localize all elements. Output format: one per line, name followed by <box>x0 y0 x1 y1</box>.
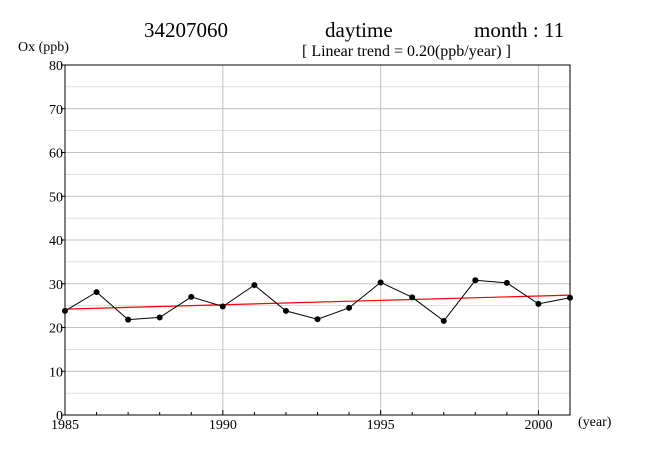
x-tick-label: 1995 <box>367 418 395 433</box>
x-tick-label: 1990 <box>209 418 237 433</box>
data-point <box>567 294 573 301</box>
y-tick-label: 20 <box>49 322 63 337</box>
data-point <box>156 314 163 321</box>
data-point <box>93 289 100 296</box>
x-tick-label: 1985 <box>51 418 79 433</box>
data-point <box>251 282 258 289</box>
trend-line <box>64 294 571 310</box>
series-layer <box>62 277 573 324</box>
data-point <box>62 307 68 314</box>
data-point <box>535 300 542 307</box>
trend-label: [ Linear trend = 0.20(ppb/year) ] <box>302 43 511 60</box>
trend-layer <box>64 294 571 310</box>
data-point <box>440 317 447 324</box>
y-tick-label: 60 <box>49 147 63 162</box>
data-point <box>282 307 289 314</box>
month-label: month : 11 <box>474 18 565 42</box>
data-point <box>219 303 226 310</box>
y-tick-label: 70 <box>49 103 63 118</box>
data-point <box>472 277 479 284</box>
y-tick-label: 30 <box>49 278 63 293</box>
y-tick-label: 80 <box>49 59 63 74</box>
y-tick-label: 0 <box>56 409 63 424</box>
period-label: daytime <box>325 18 393 42</box>
y-tick-label: 50 <box>49 190 63 205</box>
x-tick-label: 2000 <box>524 418 552 433</box>
data-point <box>503 279 510 286</box>
data-point <box>409 294 416 301</box>
station-id: 34207060 <box>144 18 228 42</box>
grid <box>65 65 570 415</box>
y-tick-label: 40 <box>49 234 63 249</box>
data-point <box>346 304 353 311</box>
y-tick-label: 10 <box>49 365 63 380</box>
data-point <box>188 293 195 300</box>
ticks: 0 10 20 30 40 50 60 70 80 1985 1990 1995 2000 <box>49 59 552 433</box>
data-point <box>377 279 384 286</box>
data-point <box>125 316 132 323</box>
x-axis-label: (year) <box>578 415 612 430</box>
series-line <box>64 279 571 322</box>
y-axis-label: Ox (ppb) <box>18 40 69 55</box>
data-point <box>314 316 321 323</box>
